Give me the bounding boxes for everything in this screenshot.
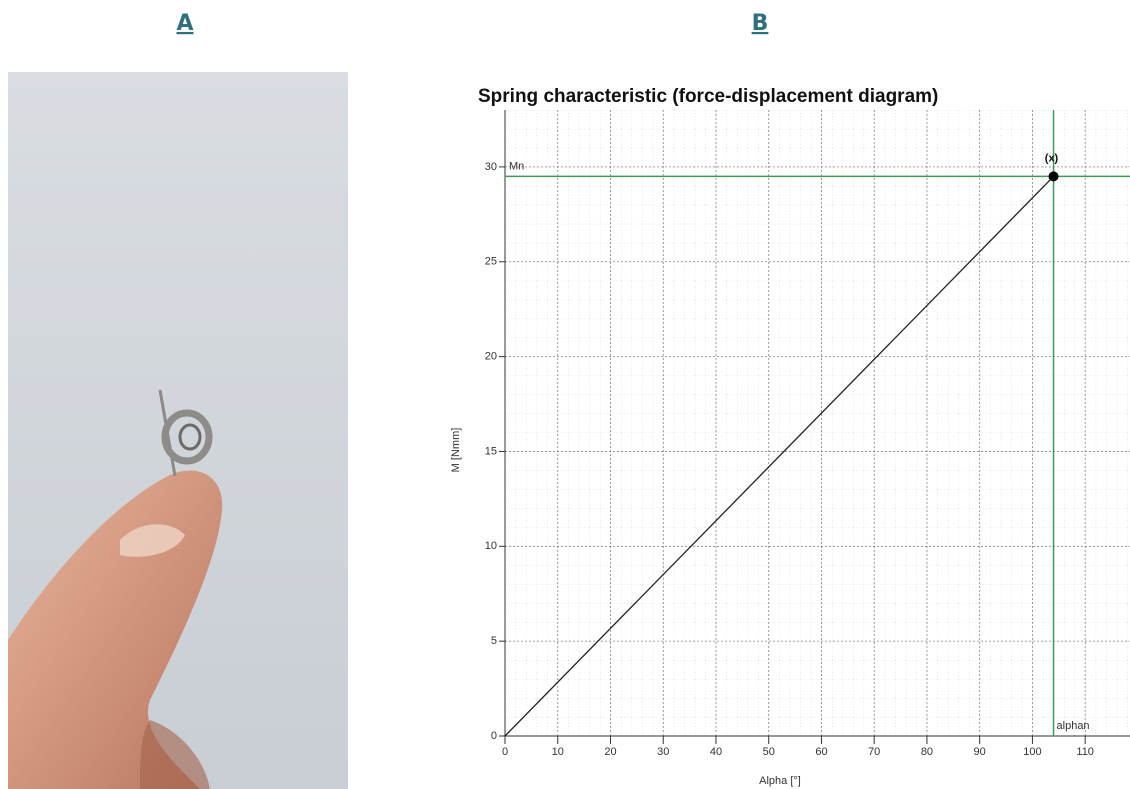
- chart-title: Spring characteristic (force-displacemen…: [478, 86, 938, 107]
- x-axis-title: Alpha [°]: [759, 775, 801, 787]
- x-tick-label: 60: [815, 746, 827, 758]
- y-tick-label: 30: [485, 161, 497, 173]
- x-tick-label: 10: [552, 746, 564, 758]
- figure-canvas: A B Spring characteristic (force-displac…: [0, 0, 1130, 789]
- y-tick-label: 5: [491, 635, 497, 647]
- reference-label: Mn: [509, 160, 524, 172]
- x-tick-label: 110: [1076, 746, 1094, 758]
- x-tick-label: 20: [604, 746, 616, 758]
- reference-label: alphan: [1057, 720, 1090, 732]
- x-tick-label: 90: [974, 746, 986, 758]
- photo: [8, 72, 348, 789]
- figure: A B Spring characteristic (force-displac…: [0, 0, 1130, 789]
- minor-grid: [505, 110, 1130, 736]
- y-axis-title: M [Nmm]: [450, 428, 462, 473]
- point-label: (x): [1045, 152, 1059, 164]
- panel-label: A: [176, 11, 193, 36]
- x-tick-label: 70: [868, 746, 880, 758]
- y-tick-label: 0: [491, 730, 497, 742]
- y-tick-label: 20: [485, 351, 497, 363]
- x-tick-label: 50: [763, 746, 775, 758]
- x-tick-label: 100: [1023, 746, 1041, 758]
- panel-label: B: [752, 11, 769, 36]
- y-tick-label: 10: [485, 540, 497, 552]
- x-tick-label: 0: [502, 746, 508, 758]
- x-tick-label: 30: [657, 746, 669, 758]
- x-tick-label: 80: [921, 746, 933, 758]
- x-tick-label: 40: [710, 746, 722, 758]
- y-tick-label: 25: [485, 256, 497, 268]
- y-tick-label: 15: [485, 445, 497, 457]
- point: [1049, 171, 1059, 181]
